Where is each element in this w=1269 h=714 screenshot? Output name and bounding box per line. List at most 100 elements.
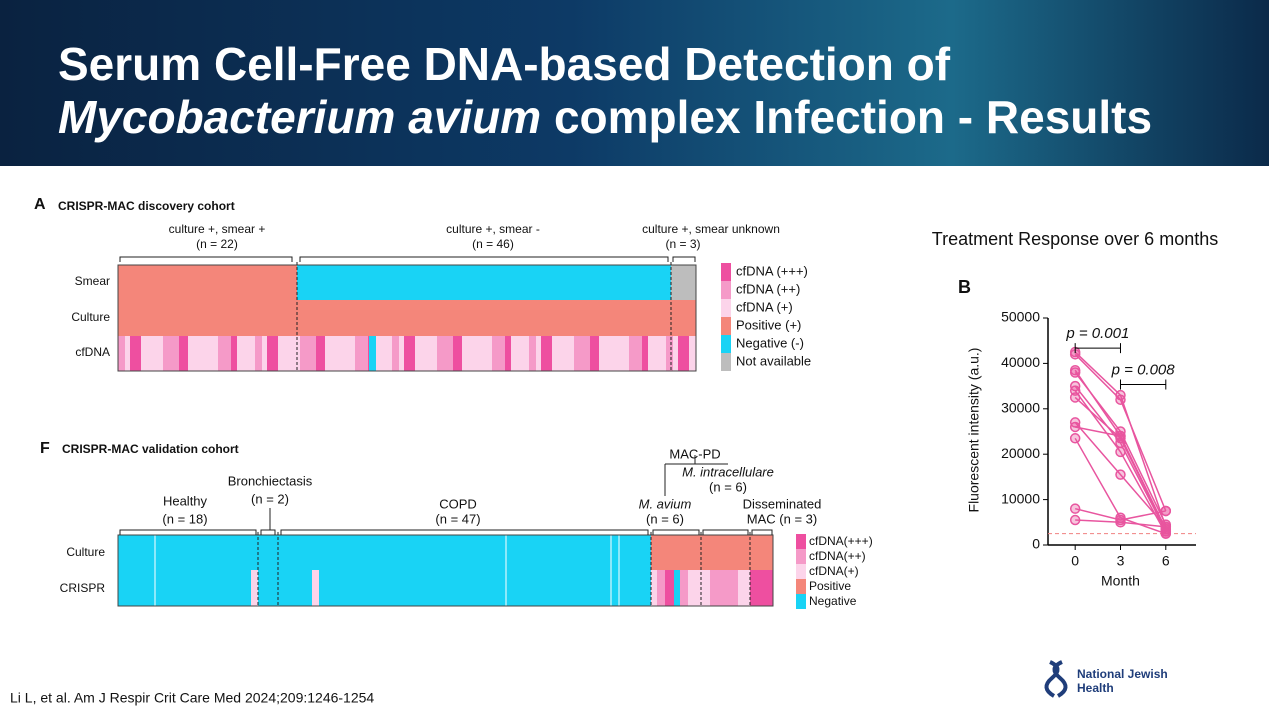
heatmap-cell	[118, 265, 297, 300]
heatmap-cell	[118, 336, 125, 371]
heatmap-cell	[125, 336, 130, 371]
data-point	[1069, 421, 1081, 433]
data-point	[1115, 394, 1126, 405]
legend-swatch	[721, 263, 731, 281]
y-tick-label: 10000	[1001, 490, 1040, 506]
heatmap-cell	[297, 265, 671, 300]
heatmap-cell	[278, 336, 300, 371]
heatmap-cell	[404, 336, 415, 371]
legend-label: Negative	[809, 594, 857, 608]
heatmap-cell	[237, 336, 255, 371]
series-line	[1075, 519, 1166, 528]
group-count: (n = 22)	[196, 237, 238, 251]
row-label: Culture	[66, 545, 105, 559]
heatmap-cell	[629, 336, 642, 371]
bracket	[119, 256, 293, 262]
heatmap-cell	[552, 336, 574, 371]
x-tick-label: 3	[1117, 553, 1125, 569]
group-count: (n = 3)	[665, 237, 700, 251]
logo: National Jewish Health	[1044, 660, 1168, 698]
heatmap-frame	[117, 534, 774, 607]
legend-swatch	[721, 281, 731, 299]
group-label: M. intracellulare	[682, 464, 774, 479]
bracket	[260, 529, 276, 535]
x-axis-label: Month	[1101, 573, 1140, 589]
legend-label: cfDNA(+)	[809, 564, 859, 578]
heatmap-cell	[130, 336, 141, 371]
legend-swatch	[721, 317, 731, 335]
legend-label: cfDNA(++)	[809, 549, 866, 563]
heatmap-cell	[671, 265, 696, 300]
panel-title: CRISPR-MAC discovery cohort	[58, 199, 235, 213]
heatmap-cell	[689, 336, 696, 371]
legend-label: Positive	[809, 579, 851, 593]
heatmap-cell	[666, 336, 673, 371]
heatmap-frame	[117, 264, 697, 372]
group-count: (n = 46)	[472, 237, 514, 251]
data-point	[1115, 446, 1126, 458]
legend-label: Not available	[736, 353, 811, 368]
title-line: Serum Cell-Free DNA-based Detection of	[58, 38, 951, 90]
heatmap-cell	[680, 570, 688, 606]
heatmap-cell	[453, 336, 462, 371]
group-label: Bronchiectasis	[228, 473, 313, 488]
data-point	[1069, 433, 1081, 444]
bracket	[299, 256, 669, 262]
heatmap-cell	[262, 336, 267, 371]
heatmap-cell	[462, 336, 492, 371]
p-value: p = 0.008	[1111, 361, 1176, 378]
legend-swatch	[796, 534, 806, 549]
heatmap-cell	[648, 336, 666, 371]
bracket	[751, 529, 773, 535]
heatmap-cell	[399, 336, 404, 371]
data-point	[1160, 521, 1172, 533]
group-label: Disseminated	[743, 496, 822, 511]
panel-title: CRISPR-MAC validation cohort	[62, 442, 239, 456]
heatmap-cell	[738, 570, 750, 606]
group-label: COPD	[439, 496, 477, 511]
heatmap-cell	[118, 535, 651, 570]
heatmap-cell	[688, 570, 701, 606]
data-point	[1069, 392, 1081, 403]
heatmap-cell	[231, 336, 237, 371]
legend-swatch	[721, 335, 731, 353]
data-point	[1069, 514, 1081, 526]
group-count: MAC (n = 3)	[747, 511, 817, 526]
panel-letter: F	[40, 440, 50, 457]
legend-label: cfDNA (+)	[736, 299, 793, 314]
data-point	[1115, 430, 1126, 442]
parent-label: MAC-PD	[669, 446, 720, 461]
significance-bracket	[1074, 343, 1121, 354]
legend-swatch	[721, 299, 731, 317]
citation: Li L, et al. Am J Respir Crit Care Med 2…	[10, 690, 374, 706]
data-point	[1115, 517, 1126, 528]
x-tick-label: 6	[1162, 553, 1170, 569]
row-label: CRISPR	[60, 581, 106, 595]
legend-label: cfDNA (++)	[736, 281, 800, 296]
heatmap-cell	[657, 570, 665, 606]
heatmap-cell	[678, 336, 689, 371]
heatmap-cell	[118, 570, 651, 606]
series-line	[1074, 507, 1166, 521]
heatmap-cell	[316, 336, 325, 371]
y-tick-label: 40000	[1001, 354, 1040, 370]
heatmap-cell	[651, 570, 657, 606]
bracket	[672, 256, 696, 262]
heatmap-cell	[141, 336, 163, 371]
heatmap-cell	[541, 336, 552, 371]
row-label: Smear	[75, 274, 110, 288]
legend-label: cfDNA(+++)	[809, 534, 873, 548]
connector	[269, 455, 728, 530]
bracket	[280, 529, 649, 535]
x-tick-label: 0	[1071, 553, 1079, 569]
heatmap-cell	[179, 336, 188, 371]
title-line: Mycobacterium avium complex Infection - …	[58, 91, 1152, 143]
heatmap-cell	[118, 300, 696, 336]
heatmap-cell	[651, 535, 773, 570]
heatmap-cell	[673, 336, 678, 371]
group-count: (n = 6)	[709, 479, 747, 494]
p-value: p = 0.001	[1065, 325, 1129, 342]
logo-text: Health	[1077, 681, 1114, 695]
group-label: Healthy	[163, 493, 208, 508]
heatmap-cell	[599, 336, 629, 371]
